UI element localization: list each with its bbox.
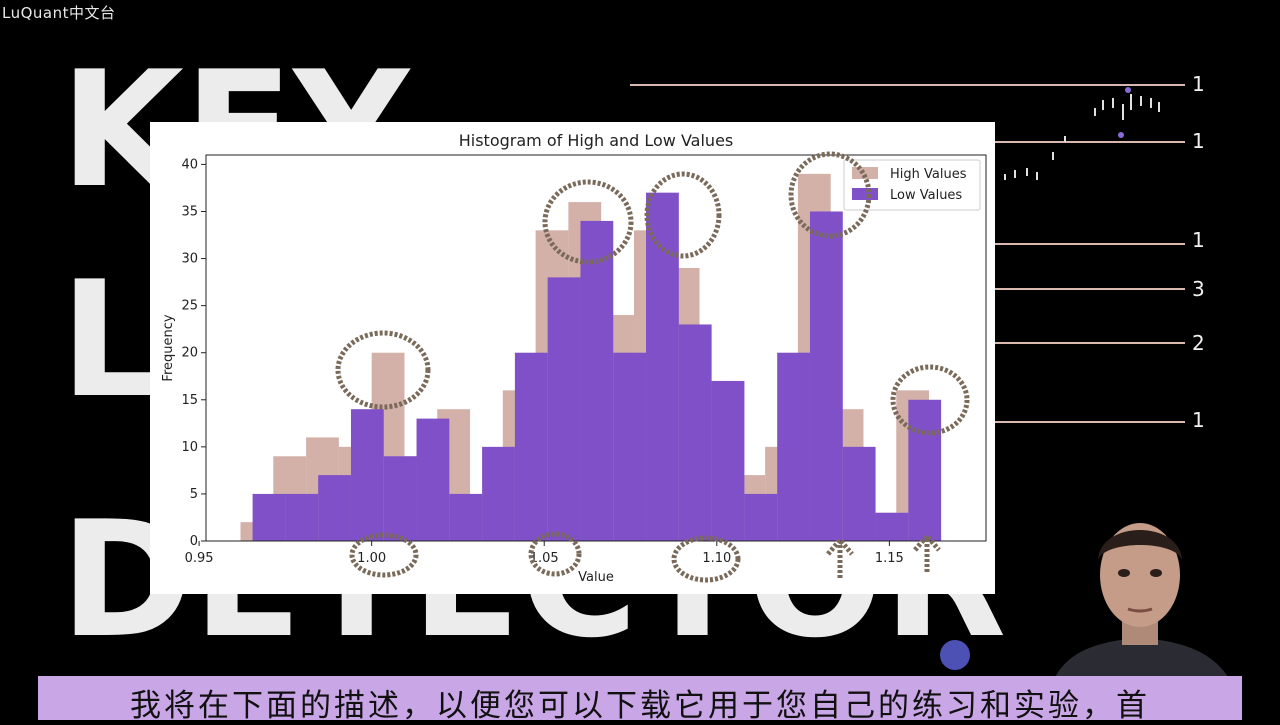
low-values-bar [515,353,548,541]
y-tick-label: 20 [181,346,198,361]
low-values-bar [810,211,843,541]
low-values-bar [744,494,777,541]
y-tick-label: 5 [190,487,198,502]
legend-swatch-low [852,188,878,200]
x-tick-label: 1.00 [357,551,386,566]
low-values-bar [580,221,613,541]
legend: High Values Low Values [844,160,980,210]
x-tick-label: 1.05 [530,551,559,566]
chart-title: Histogram of High and Low Values [459,131,734,150]
x-tick-label: 1.10 [702,551,731,566]
x-tick-label: 1.15 [875,551,904,566]
cursor-highlight [940,640,970,670]
x-axis-ticks: 0.95 1.00 1.05 1.10 1.15 [185,541,904,566]
low-values-bar [482,447,515,541]
low-values-bar [417,419,450,541]
y-tick-label: 30 [181,252,198,267]
background-word-l: L [60,260,162,420]
y-axis-label: Frequency [161,314,176,381]
low-values-bar [908,400,941,541]
level-line [995,421,1185,423]
low-values-bar [679,324,712,541]
level-line [995,342,1185,344]
channel-watermark: LuQuant中文台 [2,2,116,23]
low-values-bar [843,447,876,541]
low-values-bar [384,456,417,541]
y-tick-label: 35 [181,204,198,219]
legend-label-high: High Values [890,167,967,182]
level-count: 2 [1192,331,1205,355]
low-values-bar [548,277,581,541]
low-values-bar [285,494,318,541]
y-tick-label: 40 [181,157,198,172]
y-tick-label: 10 [181,440,198,455]
histogram-chart: Histogram of High and Low Values 0.95 1.0… [150,122,995,594]
y-tick-label: 25 [181,299,198,314]
y-axis-ticks: 0 5 10 15 20 25 30 35 40 [181,157,206,549]
low-values-bars [253,193,942,541]
subtitle-text: 我将在下面的描述，以便您可以下载它用于您自己的练习和实验，首 [38,680,1242,725]
y-tick-label: 15 [181,393,198,408]
level-count: 1 [1192,408,1205,432]
histogram-card: Histogram of High and Low Values 0.95 1.0… [150,122,995,594]
low-values-bar [449,494,482,541]
low-values-bar [613,353,646,541]
low-values-bar [777,353,810,541]
low-values-bar [712,381,745,541]
mini-price-chart [995,80,1195,190]
low-values-bar [351,409,384,541]
level-count: 3 [1192,277,1205,301]
low-values-bar [876,513,909,541]
presenter-webcam [1040,505,1240,690]
low-values-bar [253,494,286,541]
subtitle-bar: 我将在下面的描述，以便您可以下载它用于您自己的练习和实验，首 [38,676,1242,720]
x-tick-label: 0.95 [185,551,214,566]
low-values-bar [646,193,679,541]
legend-label-low: Low Values [890,188,962,203]
x-axis-label: Value [578,570,614,585]
low-values-bar [318,475,351,541]
level-line [995,288,1185,290]
level-count: 1 [1192,228,1205,252]
y-tick-label: 0 [190,534,198,549]
level-line [995,243,1185,245]
